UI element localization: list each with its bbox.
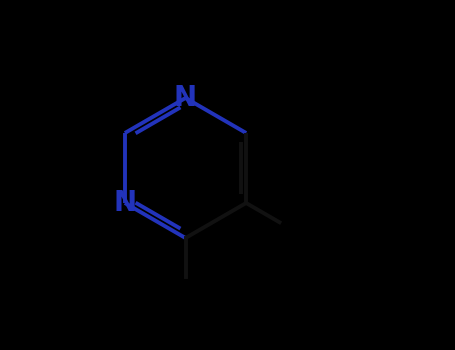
Text: N: N <box>113 189 136 217</box>
Text: N: N <box>174 84 197 112</box>
